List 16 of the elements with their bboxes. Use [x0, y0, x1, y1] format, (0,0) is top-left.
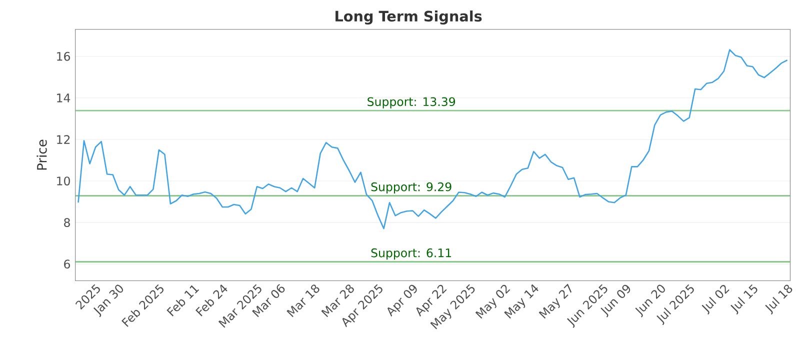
chart-title: Long Term Signals: [336, 10, 482, 25]
x-tick-label: Jul 18: [765, 284, 792, 315]
y-tick-label: 6: [64, 260, 70, 269]
y-tick-label: 10: [57, 176, 70, 186]
x-tick-label: Apr 09: [388, 284, 417, 317]
ref-line-label: Support: 13.39: [368, 97, 456, 108]
y-tick-label: 8: [64, 218, 70, 228]
y-axis-title: Price: [36, 140, 47, 170]
y-tick-label: 14: [57, 94, 70, 102]
x-tick-label: Jul 15: [730, 284, 758, 315]
ref-line-label: Support: 9.29: [371, 182, 452, 194]
x-tick-label: Mar 18: [286, 284, 320, 318]
x-tick-label: Jul 02: [702, 285, 730, 315]
y-tick-label: 16: [57, 52, 70, 61]
y-tick-label: 12: [57, 135, 70, 144]
ref-line-label: Support: 6.11: [371, 248, 452, 260]
